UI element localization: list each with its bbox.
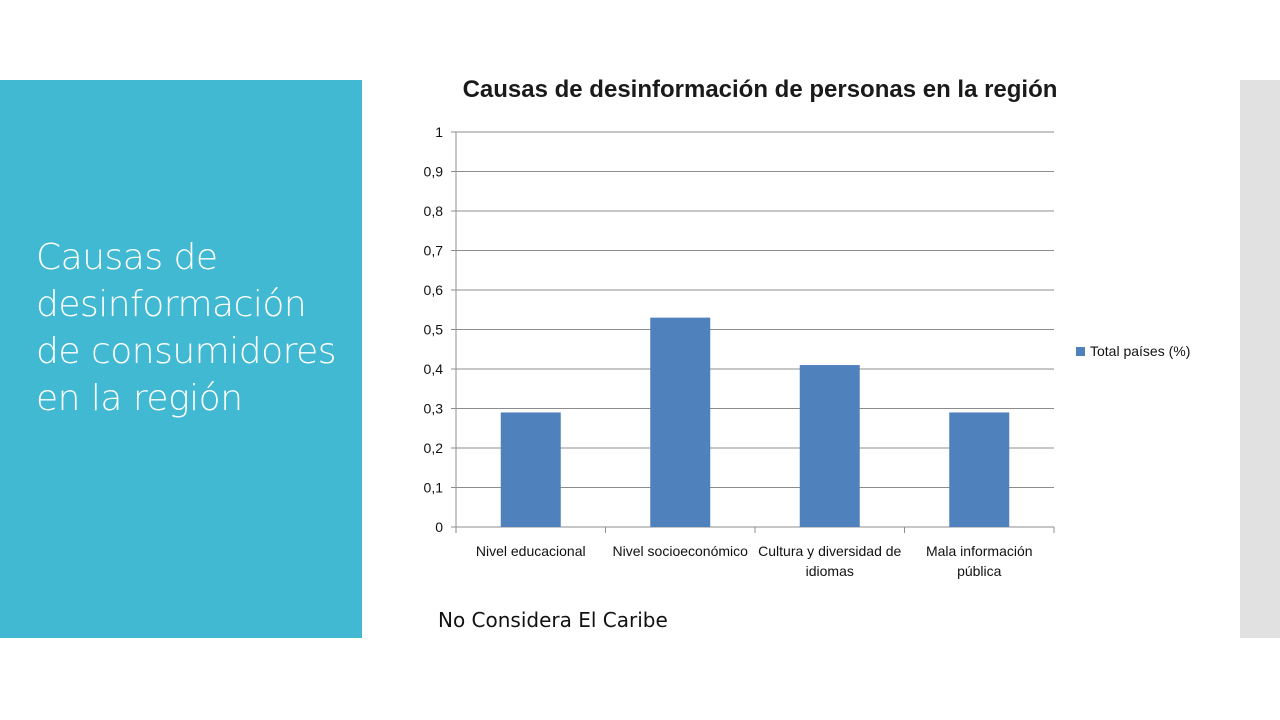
bar bbox=[949, 412, 1010, 527]
legend: Total países (%) bbox=[1076, 343, 1190, 359]
x-category-label: Nivel socioeconómico bbox=[613, 543, 749, 559]
right-strip bbox=[1240, 80, 1280, 638]
x-category-label: idiomas bbox=[806, 563, 854, 579]
y-tick-label: 0,2 bbox=[424, 440, 444, 456]
footnote: No Considera El Caribe bbox=[438, 608, 668, 632]
bar bbox=[650, 317, 711, 527]
side-panel bbox=[0, 80, 362, 638]
legend-label: Total países (%) bbox=[1090, 343, 1191, 359]
y-tick-label: 1 bbox=[435, 124, 443, 140]
y-tick-label: 0,3 bbox=[424, 401, 444, 417]
y-tick-label: 0,7 bbox=[424, 243, 444, 259]
y-tick-label: 0,6 bbox=[424, 282, 444, 298]
y-tick-label: 0,8 bbox=[424, 203, 444, 219]
x-category-label: Cultura y diversidad de bbox=[758, 543, 901, 559]
slide-title: Causas de desinformación de consumidores… bbox=[36, 237, 337, 419]
y-tick-label: 0,9 bbox=[424, 164, 444, 180]
x-category-label: Nivel educacional bbox=[476, 543, 586, 559]
y-tick-label: 0,1 bbox=[424, 480, 444, 496]
legend-swatch bbox=[1076, 346, 1085, 356]
bar bbox=[799, 365, 860, 527]
y-tick-label: 0,5 bbox=[424, 322, 444, 338]
y-tick-label: 0 bbox=[435, 519, 443, 535]
x-category-label: pública bbox=[957, 563, 1002, 579]
x-category-label: Mala información bbox=[926, 543, 1033, 559]
chart-title: Causas de desinformación de personas en … bbox=[462, 76, 1058, 103]
y-tick-label: 0,4 bbox=[424, 361, 444, 377]
bar bbox=[500, 412, 561, 527]
